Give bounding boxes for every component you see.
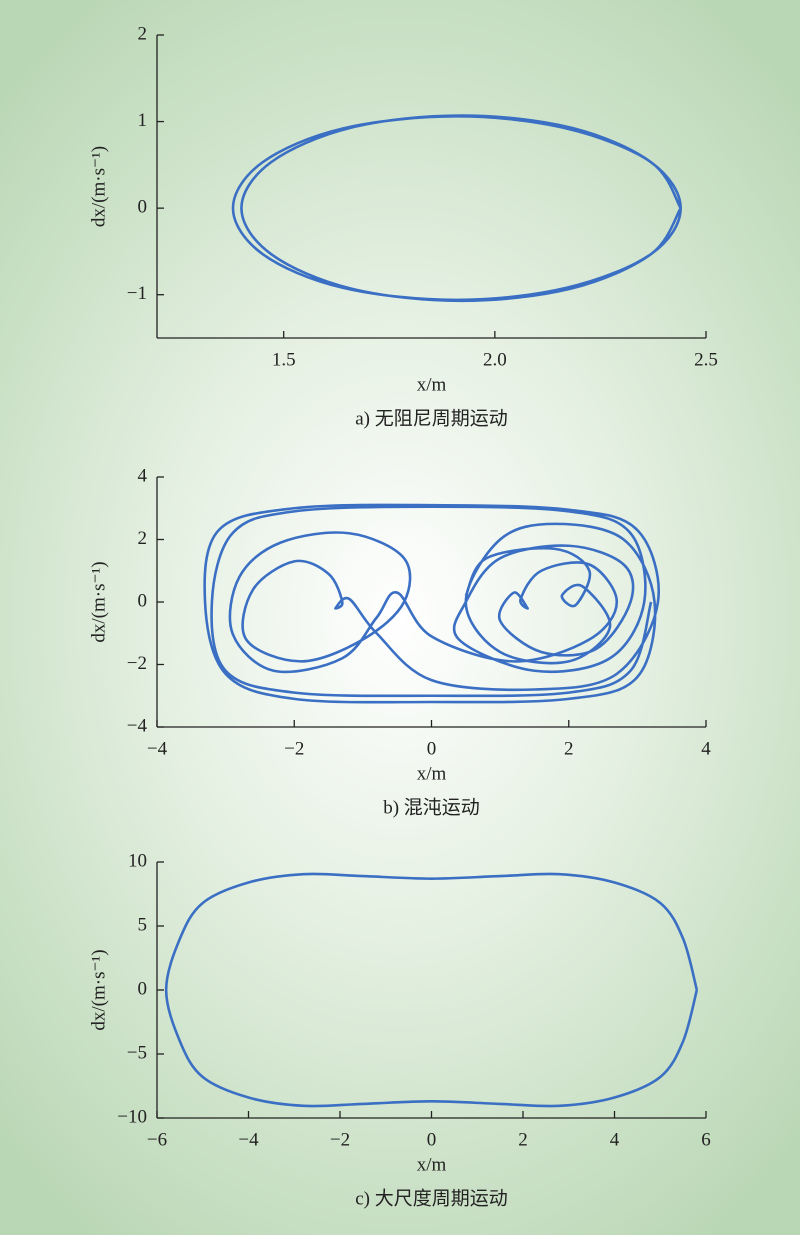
x-axis-label: x/m: [417, 1154, 447, 1175]
y-tick-label: −4: [127, 715, 148, 736]
x-tick-label: 2: [518, 1129, 528, 1150]
x-axis-label: x/m: [417, 763, 447, 784]
y-tick-label: 1: [138, 110, 148, 131]
y-tick-label: 0: [138, 978, 148, 999]
y-tick-label: 2: [138, 528, 148, 549]
x-tick-label: 4: [701, 738, 711, 759]
x-tick-label: 2.5: [694, 349, 718, 370]
y-axis-label: dx/(m·s⁻¹): [88, 146, 109, 227]
y-tick-label: −1: [127, 283, 147, 304]
y-tick-label: 0: [138, 590, 148, 611]
x-tick-label: 4: [610, 1129, 620, 1150]
x-axis-label: x/m: [417, 374, 447, 395]
x-tick-label: −4: [147, 738, 168, 759]
y-tick-label: 0: [138, 197, 148, 218]
y-tick-label: 10: [128, 850, 147, 871]
caption: b) 混沌运动: [383, 796, 480, 818]
y-tick-label: 2: [138, 23, 148, 44]
x-tick-label: −6: [147, 1129, 167, 1150]
y-tick-label: −5: [127, 1042, 147, 1063]
trajectory: [203, 503, 660, 704]
y-axis-label: dx/(m·s⁻¹): [88, 561, 109, 642]
x-tick-label: −4: [238, 1129, 259, 1150]
trajectory: [164, 872, 699, 1108]
y-tick-label: −2: [127, 653, 147, 674]
trajectory: [231, 114, 682, 303]
x-tick-label: 2: [564, 738, 574, 759]
x-tick-label: 2.0: [483, 349, 507, 370]
y-tick-label: −10: [117, 1106, 147, 1127]
x-tick-label: −2: [330, 1129, 350, 1150]
caption: a) 无阻尼周期运动: [355, 407, 508, 429]
x-tick-label: −2: [284, 738, 304, 759]
caption: c) 大尺度周期运动: [355, 1187, 508, 1209]
x-tick-label: 0: [427, 738, 437, 759]
y-axis-label: dx/(m·s⁻¹): [88, 949, 109, 1030]
y-tick-label: 5: [138, 914, 148, 935]
x-tick-label: 0: [427, 1129, 437, 1150]
x-tick-label: 1.5: [272, 349, 296, 370]
x-tick-label: 6: [701, 1129, 711, 1150]
y-tick-label: 4: [138, 465, 148, 486]
